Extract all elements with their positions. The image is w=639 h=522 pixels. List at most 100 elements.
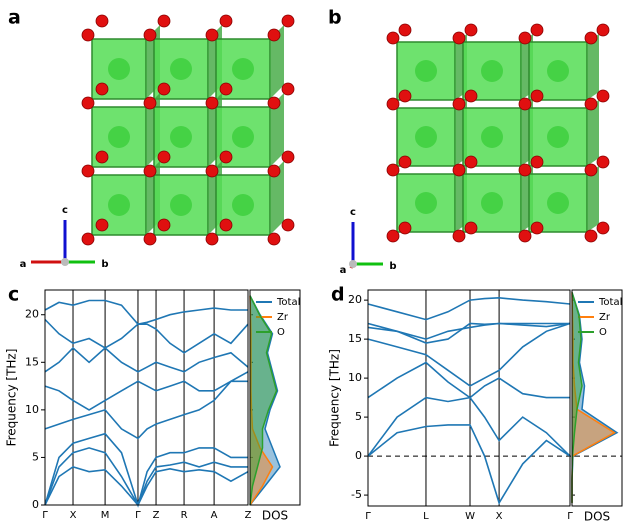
axis-origin	[349, 260, 357, 268]
x-tick-label: Z	[245, 510, 252, 521]
x-tick-label: A	[211, 510, 218, 521]
o-atom	[268, 97, 280, 109]
y-tick-label: 0	[355, 449, 362, 462]
band-line	[368, 298, 570, 320]
o-atom	[268, 233, 280, 245]
y-tick-label: 5	[32, 450, 39, 463]
zr-atom	[232, 126, 254, 148]
o-atom	[387, 164, 399, 176]
o-atom	[206, 233, 218, 245]
y-axis-label: Frequency [THz]	[328, 349, 342, 447]
o-atom	[82, 233, 94, 245]
panel-label: a	[8, 7, 21, 29]
o-atom	[465, 90, 477, 102]
o-atom	[519, 98, 531, 110]
panel-label: c	[8, 284, 19, 306]
o-atom	[268, 29, 280, 41]
o-atom	[82, 29, 94, 41]
band-line	[45, 434, 248, 505]
zr-atom	[108, 126, 130, 148]
x-tick-label: L	[423, 511, 429, 522]
band-line	[45, 372, 248, 439]
zr-atom	[232, 194, 254, 216]
x-tick-label: R	[181, 510, 188, 521]
axis-label: c	[350, 207, 356, 218]
o-atom	[96, 15, 108, 27]
x-tick-label: M	[101, 510, 110, 521]
o-atom	[220, 83, 232, 95]
y-tick-label: -5	[351, 488, 362, 501]
o-atom	[531, 156, 543, 168]
o-atom	[387, 32, 399, 44]
x-tick-label: X	[70, 510, 77, 521]
o-atom	[158, 83, 170, 95]
zr-atom	[415, 126, 437, 148]
axis-origin	[61, 258, 69, 266]
o-atom	[144, 165, 156, 177]
axis-label: a	[340, 265, 347, 276]
band-line	[45, 320, 248, 353]
x-tick-label: X	[496, 511, 503, 522]
zr-atom	[108, 58, 130, 80]
o-atom	[531, 222, 543, 234]
band-line	[368, 324, 570, 344]
o-atom	[96, 151, 108, 163]
o-atom	[282, 151, 294, 163]
axis-label: b	[389, 261, 396, 272]
o-atom	[453, 164, 465, 176]
o-atom	[282, 219, 294, 231]
zr-atom	[481, 192, 503, 214]
o-atom	[206, 165, 218, 177]
o-atom	[82, 165, 94, 177]
x-tick-label: Z	[153, 510, 160, 521]
panel-label: d	[331, 284, 345, 306]
axis-label: b	[101, 259, 108, 270]
x-tick-label: Γ	[135, 510, 141, 521]
o-atom	[531, 90, 543, 102]
y-tick-label: 15	[25, 355, 39, 368]
o-atom	[453, 98, 465, 110]
o-atom	[206, 29, 218, 41]
o-atom	[597, 156, 609, 168]
o-atom	[158, 15, 170, 27]
o-atom	[144, 97, 156, 109]
o-atom	[282, 15, 294, 27]
legend-label: Zr	[599, 312, 611, 323]
o-atom	[585, 98, 597, 110]
o-atom	[585, 230, 597, 242]
legend-label: Zr	[277, 312, 289, 323]
y-tick-label: 15	[348, 332, 362, 345]
axis-label: a	[20, 259, 27, 270]
o-atom	[96, 219, 108, 231]
y-tick-label: 20	[348, 293, 362, 306]
x-tick-label: Γ	[365, 511, 371, 522]
o-atom	[158, 219, 170, 231]
o-atom	[465, 24, 477, 36]
o-atom	[519, 230, 531, 242]
o-atom	[387, 230, 399, 242]
o-atom	[399, 90, 411, 102]
y-tick-label: 10	[348, 371, 362, 384]
o-atom	[597, 90, 609, 102]
o-atom	[531, 24, 543, 36]
band-line	[45, 301, 248, 325]
zr-atom	[415, 192, 437, 214]
x-tick-label: W	[465, 511, 475, 522]
o-atom	[453, 32, 465, 44]
o-atom	[220, 15, 232, 27]
o-atom	[597, 222, 609, 234]
o-atom	[519, 32, 531, 44]
zr-atom	[547, 126, 569, 148]
legend-label: Total	[598, 297, 622, 308]
o-atom	[220, 151, 232, 163]
band-line	[45, 348, 248, 372]
x-tick-label: Γ	[42, 510, 48, 521]
zr-atom	[481, 60, 503, 82]
o-atom	[206, 97, 218, 109]
legend-label: Total	[276, 297, 300, 308]
o-atom	[387, 98, 399, 110]
o-atom	[268, 165, 280, 177]
o-atom	[597, 24, 609, 36]
o-atom	[399, 156, 411, 168]
band-line	[368, 363, 570, 398]
